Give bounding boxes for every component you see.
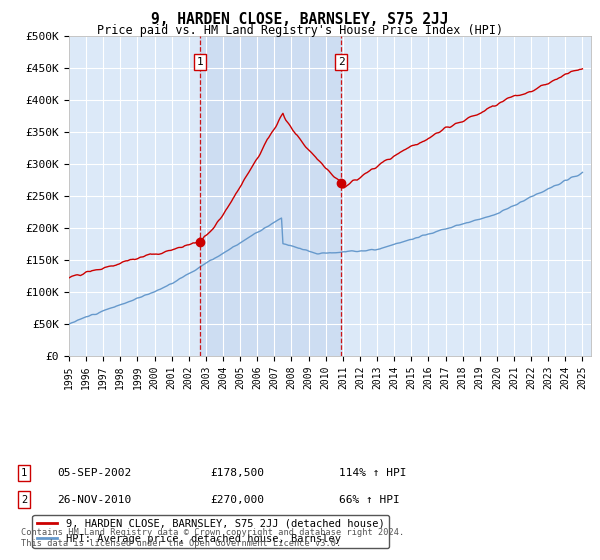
Bar [200, 36, 341, 356]
Text: Contains HM Land Registry data © Crown copyright and database right 2024.
This d: Contains HM Land Registry data © Crown c… [21, 528, 404, 548]
Text: 9, HARDEN CLOSE, BARNSLEY, S75 2JJ: 9, HARDEN CLOSE, BARNSLEY, S75 2JJ [151, 12, 449, 27]
Text: 66% ↑ HPI: 66% ↑ HPI [339, 494, 400, 505]
Text: 2: 2 [338, 57, 344, 67]
Text: 26-NOV-2010: 26-NOV-2010 [57, 494, 131, 505]
Text: £270,000: £270,000 [210, 494, 264, 505]
Text: Price paid vs. HM Land Registry's House Price Index (HPI): Price paid vs. HM Land Registry's House … [97, 24, 503, 37]
Text: 114% ↑ HPI: 114% ↑ HPI [339, 468, 407, 478]
Legend: 9, HARDEN CLOSE, BARNSLEY, S75 2JJ (detached house), HPI: Average price, detache: 9, HARDEN CLOSE, BARNSLEY, S75 2JJ (deta… [32, 515, 389, 548]
Text: 1: 1 [21, 468, 27, 478]
Text: £178,500: £178,500 [210, 468, 264, 478]
Text: 05-SEP-2002: 05-SEP-2002 [57, 468, 131, 478]
Text: 2: 2 [21, 494, 27, 505]
Text: 1: 1 [197, 57, 203, 67]
